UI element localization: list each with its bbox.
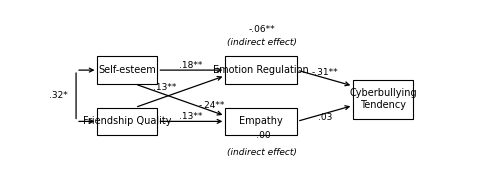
FancyBboxPatch shape xyxy=(225,107,297,135)
Text: .13**: .13** xyxy=(180,112,203,121)
Text: .32*: .32* xyxy=(49,91,68,100)
Text: .18**: .18** xyxy=(180,61,203,70)
Text: .13**: .13** xyxy=(154,83,177,92)
Text: Self-esteem: Self-esteem xyxy=(98,65,156,75)
Text: Friendship Quality: Friendship Quality xyxy=(83,116,172,126)
Text: Empathy: Empathy xyxy=(239,116,283,126)
Text: -.00: -.00 xyxy=(254,131,271,140)
Text: Emotion Regulation: Emotion Regulation xyxy=(213,65,309,75)
Text: .03: .03 xyxy=(318,113,332,122)
Text: Cyberbullying
Tendency: Cyberbullying Tendency xyxy=(350,88,417,110)
FancyBboxPatch shape xyxy=(98,56,158,84)
FancyBboxPatch shape xyxy=(98,107,158,135)
Text: (indirect effect): (indirect effect) xyxy=(227,148,297,157)
Text: -.06**: -.06** xyxy=(249,25,276,34)
Text: -.31**: -.31** xyxy=(312,68,338,77)
FancyBboxPatch shape xyxy=(225,56,297,84)
Text: (indirect effect): (indirect effect) xyxy=(227,38,297,47)
Text: -.24**: -.24** xyxy=(198,101,225,110)
FancyBboxPatch shape xyxy=(353,80,413,119)
